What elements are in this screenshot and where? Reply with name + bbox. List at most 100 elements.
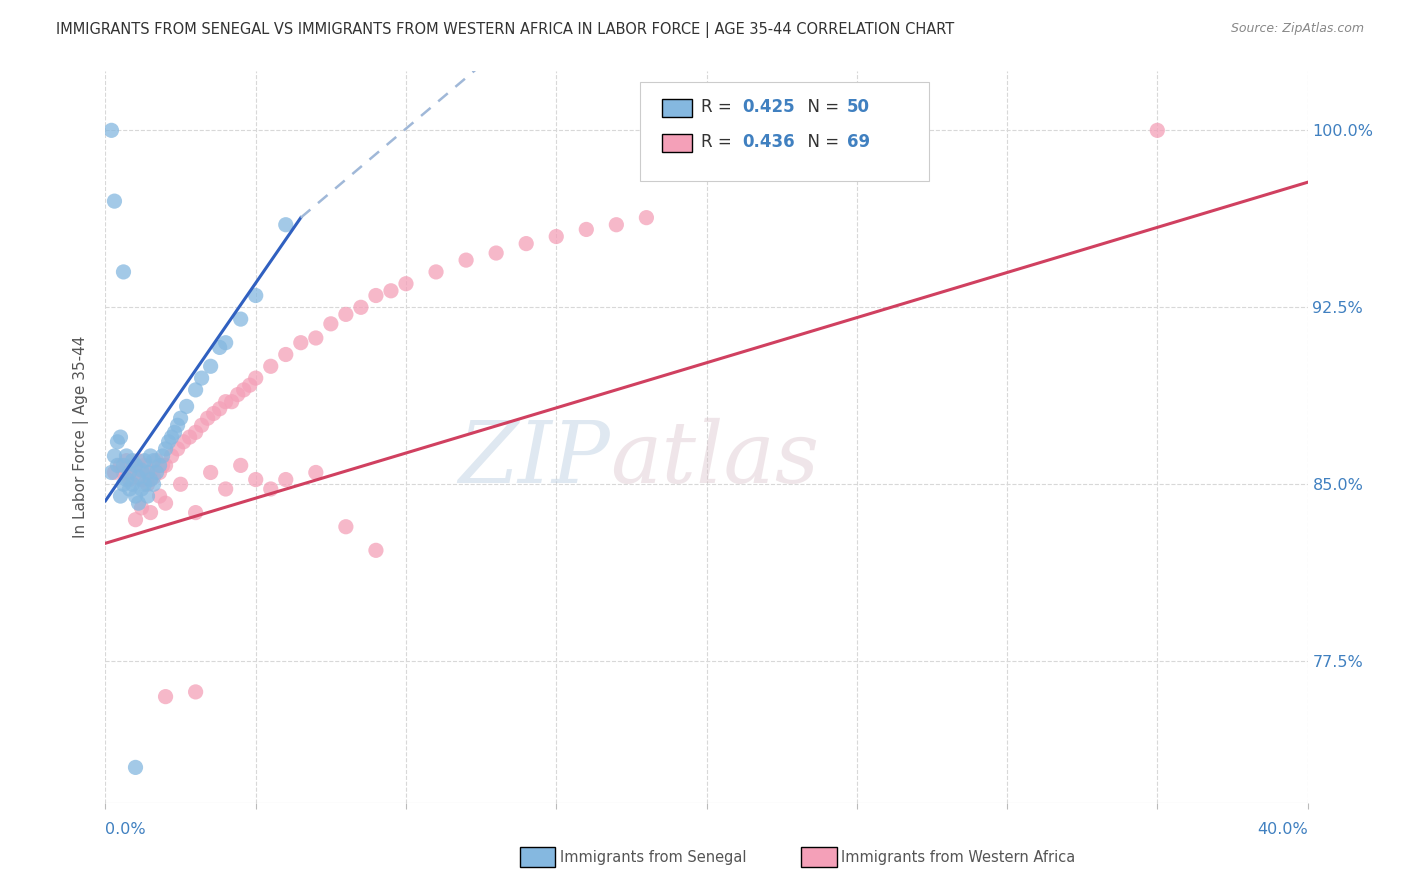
Text: 0.0%: 0.0% bbox=[105, 822, 146, 837]
Point bbox=[121, 477, 143, 491]
Point bbox=[155, 458, 177, 473]
Point bbox=[142, 477, 165, 491]
Point bbox=[124, 458, 146, 473]
Point bbox=[229, 458, 252, 473]
Point bbox=[139, 506, 162, 520]
Point bbox=[190, 418, 212, 433]
Text: N =: N = bbox=[797, 133, 844, 152]
Point bbox=[221, 394, 243, 409]
Point bbox=[136, 477, 159, 491]
Point bbox=[100, 123, 122, 137]
Point bbox=[160, 430, 183, 444]
Point bbox=[190, 371, 212, 385]
Text: N =: N = bbox=[797, 98, 844, 116]
Point bbox=[184, 383, 207, 397]
Point bbox=[229, 312, 252, 326]
Point bbox=[128, 453, 150, 467]
Point bbox=[305, 466, 328, 480]
Point bbox=[179, 430, 201, 444]
Point bbox=[1146, 123, 1168, 137]
Point bbox=[148, 458, 170, 473]
Point bbox=[335, 307, 357, 321]
Point bbox=[274, 473, 297, 487]
Point bbox=[575, 222, 598, 236]
Text: 50: 50 bbox=[848, 98, 870, 116]
Point bbox=[115, 449, 138, 463]
Point bbox=[131, 500, 153, 515]
Point bbox=[115, 473, 138, 487]
Point bbox=[214, 335, 236, 350]
FancyBboxPatch shape bbox=[640, 82, 929, 181]
Point bbox=[124, 513, 146, 527]
Text: 0.436: 0.436 bbox=[742, 133, 796, 152]
Point bbox=[139, 473, 162, 487]
Point bbox=[169, 477, 191, 491]
Point bbox=[112, 265, 135, 279]
Text: 40.0%: 40.0% bbox=[1257, 822, 1308, 837]
Point bbox=[112, 458, 135, 473]
Point bbox=[103, 194, 125, 208]
Point bbox=[121, 453, 143, 467]
Point bbox=[152, 458, 174, 473]
Point bbox=[136, 466, 159, 480]
Point bbox=[110, 489, 132, 503]
Point bbox=[290, 335, 312, 350]
Point bbox=[380, 284, 402, 298]
Point bbox=[131, 473, 153, 487]
Point bbox=[115, 453, 138, 467]
Text: R =: R = bbox=[700, 98, 737, 116]
Point bbox=[124, 489, 146, 503]
Point bbox=[274, 218, 297, 232]
Point bbox=[131, 482, 153, 496]
Point bbox=[152, 449, 174, 463]
Text: atlas: atlas bbox=[610, 417, 820, 500]
Point bbox=[245, 371, 267, 385]
Point bbox=[184, 506, 207, 520]
Text: Immigrants from Western Africa: Immigrants from Western Africa bbox=[841, 850, 1076, 864]
Point bbox=[107, 434, 129, 449]
Point bbox=[112, 466, 135, 480]
Point bbox=[118, 466, 141, 480]
Point bbox=[169, 411, 191, 425]
Point bbox=[107, 458, 129, 473]
Point bbox=[546, 229, 568, 244]
Point bbox=[605, 218, 627, 232]
Point bbox=[184, 425, 207, 440]
Point bbox=[214, 394, 236, 409]
Point bbox=[395, 277, 418, 291]
Point bbox=[239, 378, 262, 392]
Point bbox=[335, 520, 357, 534]
Point bbox=[155, 442, 177, 456]
Point bbox=[155, 690, 177, 704]
Point bbox=[136, 489, 159, 503]
Point bbox=[118, 482, 141, 496]
FancyBboxPatch shape bbox=[662, 134, 692, 152]
Point bbox=[245, 288, 267, 302]
Point bbox=[208, 401, 231, 416]
Point bbox=[166, 418, 188, 433]
Text: R =: R = bbox=[700, 133, 737, 152]
Point bbox=[636, 211, 658, 225]
Point bbox=[148, 466, 170, 480]
Point bbox=[305, 331, 328, 345]
Point bbox=[155, 496, 177, 510]
Point bbox=[485, 246, 508, 260]
Point bbox=[184, 685, 207, 699]
Point bbox=[245, 473, 267, 487]
Text: 0.425: 0.425 bbox=[742, 98, 796, 116]
Point bbox=[124, 466, 146, 480]
Text: 69: 69 bbox=[848, 133, 870, 152]
Point bbox=[139, 449, 162, 463]
Text: Immigrants from Senegal: Immigrants from Senegal bbox=[560, 850, 747, 864]
Point bbox=[128, 470, 150, 484]
Point bbox=[232, 383, 254, 397]
Y-axis label: In Labor Force | Age 35-44: In Labor Force | Age 35-44 bbox=[73, 336, 90, 538]
Point bbox=[139, 466, 162, 480]
Point bbox=[148, 489, 170, 503]
Point bbox=[350, 301, 373, 315]
Point bbox=[163, 425, 186, 440]
Point bbox=[200, 466, 222, 480]
Point bbox=[274, 347, 297, 361]
Point bbox=[214, 482, 236, 496]
Point bbox=[364, 288, 387, 302]
